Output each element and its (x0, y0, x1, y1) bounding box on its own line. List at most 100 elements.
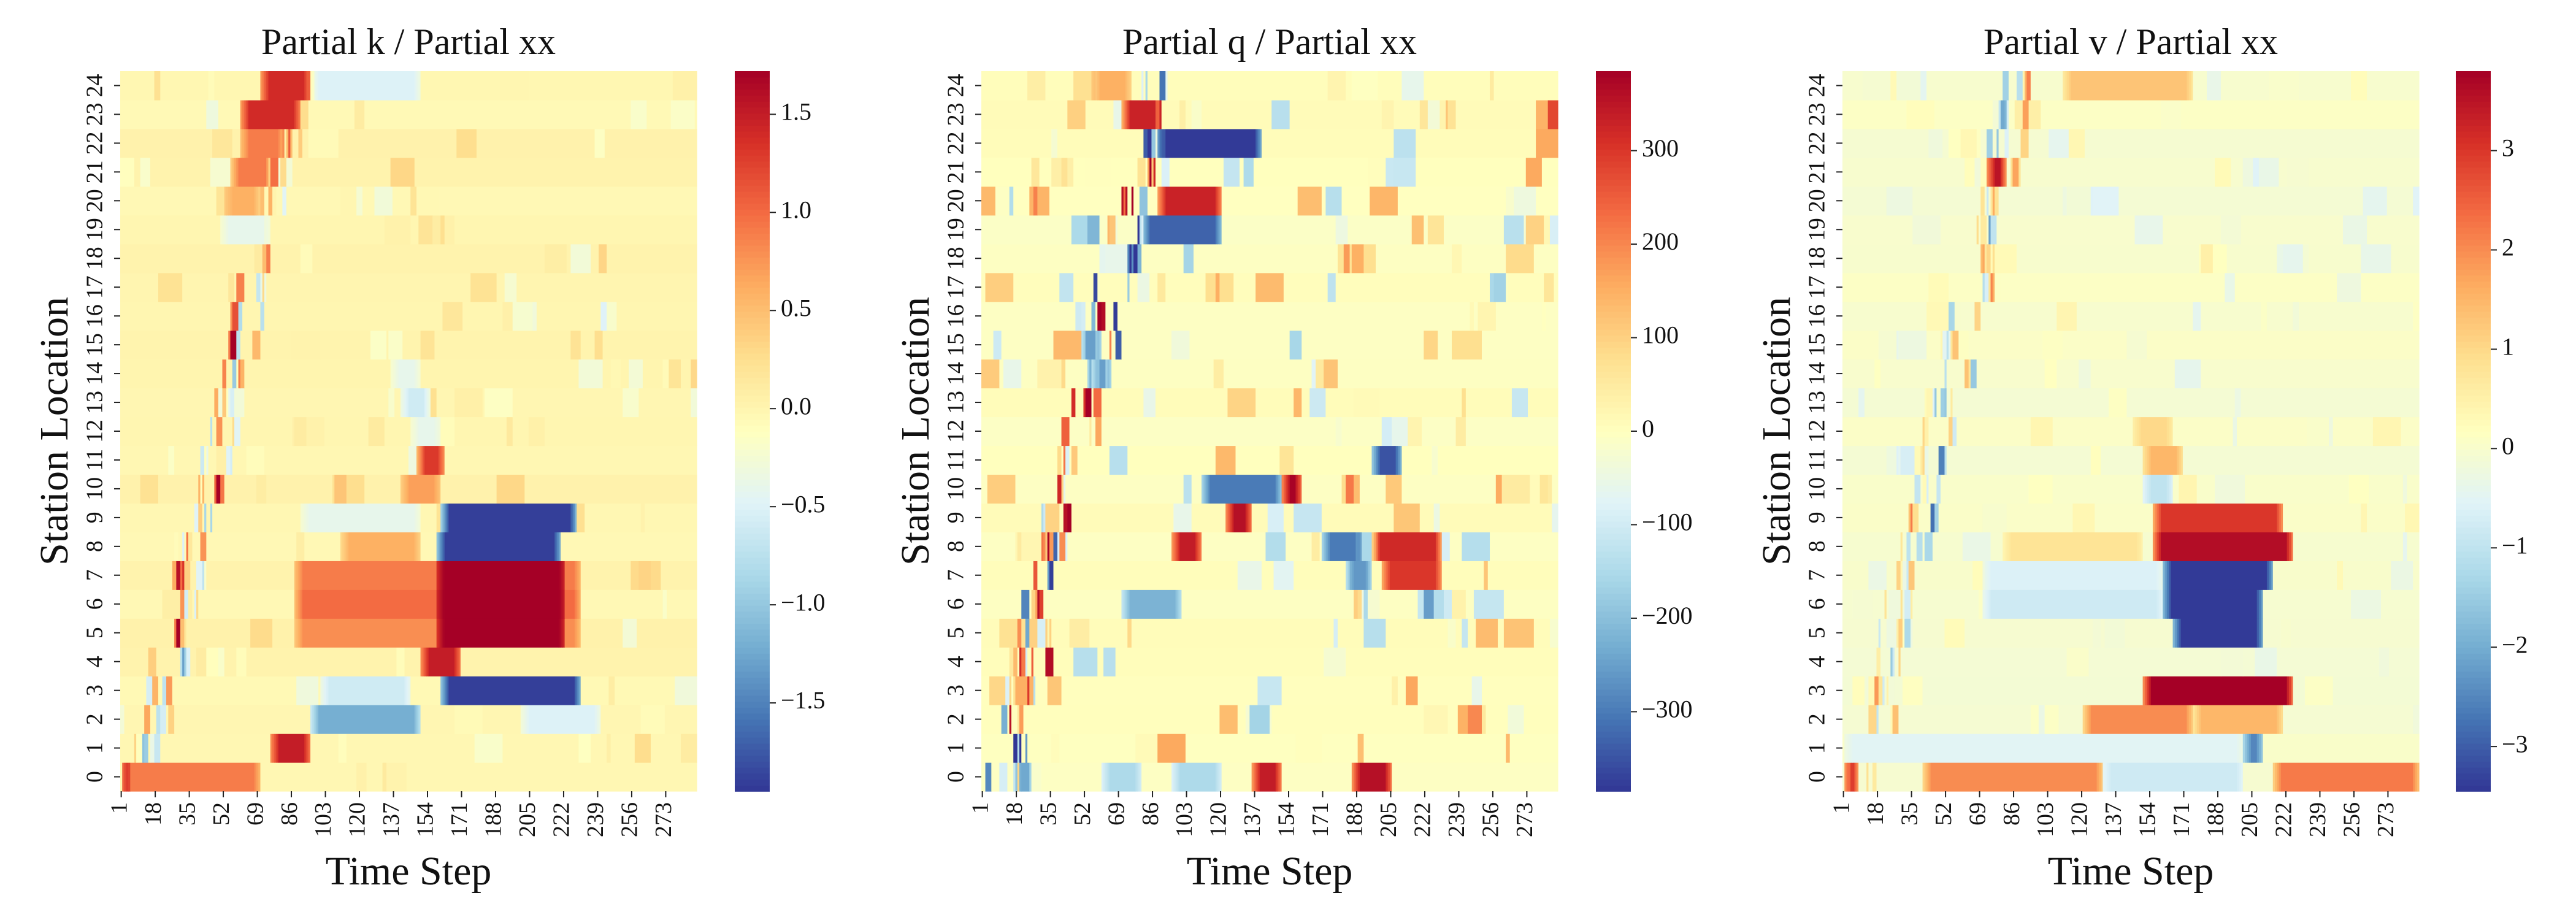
heatmap-cell (2261, 301, 2267, 331)
heatmap-cell (1281, 676, 1392, 705)
heatmap-cell (2004, 532, 2007, 561)
heatmap-cell (1109, 215, 1116, 245)
heatmap-cell (1884, 676, 1887, 705)
heatmap-cell (1127, 99, 1130, 129)
heatmap-cell (1061, 416, 1070, 447)
colorbar-segment (735, 203, 770, 210)
heatmap-cell (2287, 676, 2290, 705)
colorbar-segment (735, 173, 770, 180)
heatmap-cell (424, 445, 439, 475)
heatmap-cell (1039, 157, 1052, 187)
heatmap-cell (264, 301, 443, 331)
heatmap-row-station-20 (1842, 186, 2420, 216)
y-tick-label: 24 (943, 74, 969, 98)
heatmap-row-station-8 (120, 532, 697, 561)
heatmap-cell (2172, 474, 2179, 504)
heatmap-cell (1057, 474, 1062, 504)
heatmap-cell (1257, 762, 1260, 792)
heatmap-cell (2309, 243, 2361, 274)
colorbar-segment (2456, 353, 2491, 360)
heatmap-cell (426, 388, 429, 418)
heatmap-cell (2263, 589, 2352, 619)
colorbar-segment (2456, 95, 2491, 102)
heatmap-cell (2136, 416, 2139, 447)
heatmap-cell (1013, 272, 1060, 302)
heatmap-cell (414, 532, 417, 561)
heatmap-cell (1417, 589, 1424, 619)
heatmap-cell (454, 705, 483, 734)
heatmap-cell (1031, 589, 1036, 619)
colorbar-tick-label: −0.5 (781, 490, 826, 518)
heatmap-cell (200, 474, 203, 504)
heatmap-cell (232, 416, 235, 447)
heatmap-cell (2068, 71, 2071, 101)
colorbar-segment (2456, 323, 2491, 330)
heatmap-cell (482, 705, 521, 734)
heatmap-cell (2030, 71, 2063, 101)
heatmap-cell (1552, 474, 1558, 504)
heatmap-cell (230, 301, 233, 331)
heatmap-cell (264, 157, 267, 187)
heatmap-cell (256, 474, 267, 504)
heatmap-cell (1359, 474, 1386, 504)
heatmap-cell (470, 272, 497, 302)
y-tick-label: 15 (943, 333, 969, 356)
heatmap-cell (2126, 330, 2147, 360)
colorbar-segment (2456, 221, 2491, 228)
heatmap-cell (1894, 647, 1899, 677)
colorbar-segment (735, 89, 770, 96)
heatmap-cell (1387, 762, 1390, 792)
heatmap-cell (580, 330, 596, 360)
heatmap-cell (1988, 157, 1991, 187)
colorbar-segment (1596, 677, 1631, 684)
colorbar-segment (2456, 563, 2491, 570)
heatmap-cell (1237, 705, 1246, 734)
heatmap-cell (404, 388, 407, 418)
heatmap-cell (1541, 157, 1558, 187)
heatmap-cell (1400, 445, 1403, 475)
heatmap-cell (1095, 71, 1098, 101)
heatmap-cell (1438, 532, 1441, 561)
heatmap-cell (306, 416, 325, 447)
heatmap-cell (580, 618, 623, 648)
heatmap-cell (594, 705, 597, 734)
heatmap-cell (1940, 388, 1945, 418)
colorbar-segment (2456, 269, 2491, 276)
heatmap-cell (190, 647, 197, 677)
heatmap-cell (252, 330, 261, 360)
colorbar-tick-label: 3 (2502, 134, 2514, 162)
heatmap-cell (1179, 99, 1186, 129)
heatmap-cell (2413, 762, 2416, 792)
heatmap-cell (2144, 474, 2147, 504)
heatmap-cell (1067, 99, 1086, 129)
heatmap-cell (2291, 618, 2420, 648)
heatmap-cell (418, 503, 421, 532)
colorbar-segment (1596, 239, 1631, 246)
heatmap-cell (1163, 128, 1166, 158)
heatmap-cell (176, 561, 181, 590)
heatmap-cell (2242, 157, 2253, 187)
heatmap-cell (1137, 157, 1146, 187)
heatmap-cell (120, 532, 175, 561)
heatmap-cell (512, 388, 623, 418)
heatmap-cell (1071, 215, 1088, 245)
colorbar-segment (1596, 467, 1631, 474)
heatmap-cell (1958, 330, 1969, 360)
heatmap-cell (1878, 618, 1881, 648)
heatmap-cell (2058, 705, 2083, 734)
colorbar-segment (1596, 485, 1631, 492)
colorbar-segment (735, 71, 770, 78)
heatmap-cell (1283, 272, 1328, 302)
heatmap-cell (1468, 618, 1476, 648)
heatmap-cell (300, 243, 313, 274)
heatmap-cell (1297, 474, 1300, 504)
heatmap-cell (1508, 705, 1525, 734)
heatmap-cell (1301, 330, 1424, 360)
heatmap-cell (158, 676, 163, 705)
heatmap-cell (414, 186, 417, 216)
colorbar-segment (2456, 617, 2491, 624)
heatmap-cell (485, 388, 513, 418)
colorbar-segment (2456, 737, 2491, 744)
heatmap-cell (981, 532, 1016, 561)
heatmap-cell (224, 647, 237, 677)
